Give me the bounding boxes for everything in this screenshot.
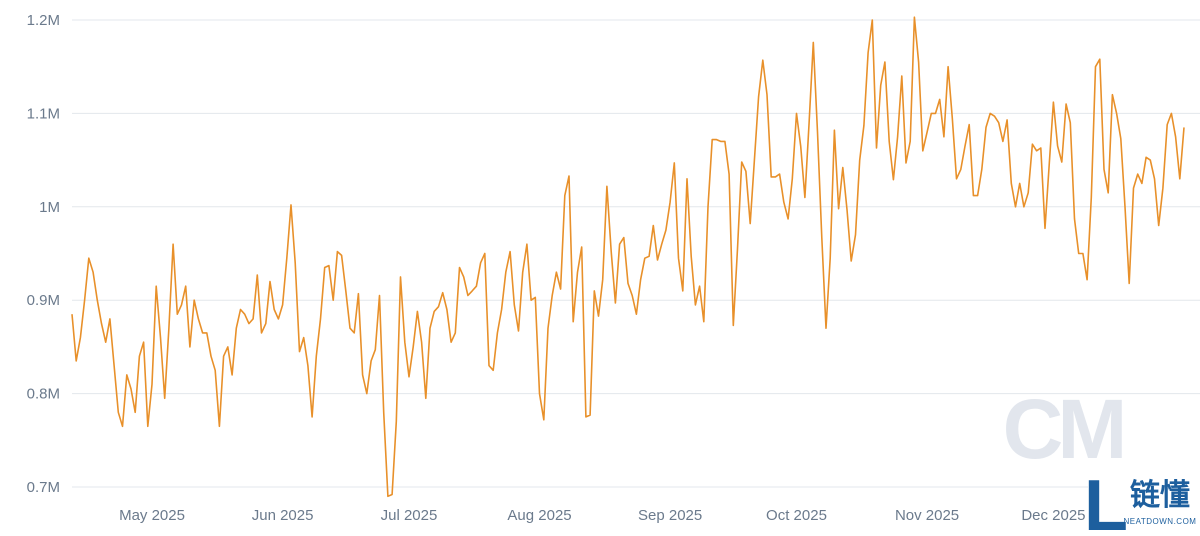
x-tick-label: Jul 2025 <box>381 507 438 524</box>
badge-letter: L <box>1084 466 1128 536</box>
y-tick-label: 0.8M <box>27 386 60 403</box>
x-tick-label: Aug 2025 <box>507 507 571 524</box>
neatdown-badge: L 链懂 NEATDOWN.COM <box>1084 466 1200 536</box>
y-tick-label: 1.1M <box>27 105 60 122</box>
y-tick-label: 0.9M <box>27 292 60 309</box>
y-tick-label: 0.7M <box>27 479 60 496</box>
x-tick-label: Jun 2025 <box>252 507 314 524</box>
series-line <box>71 16 1185 498</box>
x-tick-label: Sep 2025 <box>638 507 702 524</box>
x-axis-ticks: May 2025 Jun 2025 Jul 2025 Aug 2025 Sep 2025… <box>119 507 1085 524</box>
watermark-cm-text: CM <box>1003 382 1123 476</box>
grid-lines <box>72 19 1200 488</box>
y-tick-label: 1M <box>39 199 60 216</box>
y-axis-ticks: 0.7M 0.8M 0.9M 1M 1.1M 1.2M <box>27 12 60 496</box>
cm-watermark-logo: CM <box>1003 382 1129 476</box>
x-tick-label: Dec 2025 <box>1021 507 1085 524</box>
badge-background <box>1088 466 1200 536</box>
x-tick-label: May 2025 <box>119 507 185 524</box>
y-tick-label: 1.2M <box>27 12 60 29</box>
x-tick-label: Oct 2025 <box>766 507 827 524</box>
badge-brand-cn: 链懂 <box>1130 478 1190 512</box>
series-layer <box>71 16 1185 498</box>
x-tick-label: Nov 2025 <box>895 507 959 524</box>
badge-brand-en: NEATDOWN.COM <box>1124 517 1197 526</box>
